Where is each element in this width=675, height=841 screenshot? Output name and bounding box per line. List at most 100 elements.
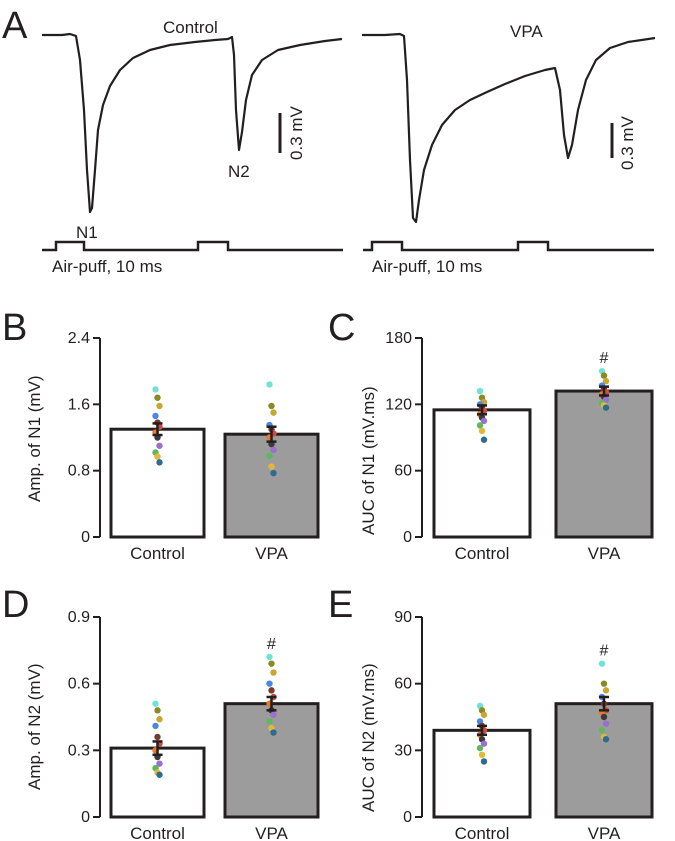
- panel-c-category-label: Control: [455, 544, 510, 563]
- control-stimulus-marker: [42, 240, 343, 252]
- panel-letter-c: C: [328, 307, 355, 349]
- panel-c-ytick-label: 120: [385, 396, 412, 413]
- panel-e-point-control: [480, 711, 488, 718]
- panel-d-point-vpa: [266, 653, 273, 661]
- panel-d-ytick-label: 0: [81, 809, 90, 826]
- panel-c-ytick-label: 180: [385, 330, 412, 347]
- panel-d-chart: D Amp. of N2 (mV) 0 0.3 0.6 0.9 Control # VPA: [2, 584, 320, 841]
- panel-d-category-label: Control: [130, 824, 185, 841]
- panel-c-point-control: [476, 422, 484, 429]
- panel-d-point-control: [152, 700, 159, 707]
- panel-d-ytick-label: 0.3: [68, 742, 90, 759]
- panel-e-point-control: [480, 758, 488, 765]
- control-scale-label: 0.3 mV: [287, 105, 306, 160]
- panel-b-point-vpa: [266, 381, 273, 388]
- vpa-trace: [362, 32, 656, 224]
- panel-c-point-vpa: [600, 372, 608, 379]
- panel-c-significance-vpa: #: [600, 350, 609, 367]
- panel-e-point-vpa: [600, 713, 608, 721]
- panel-d-point-vpa: [270, 711, 277, 718]
- panel-e-point-vpa: [602, 687, 610, 694]
- panel-e-point-vpa: [598, 660, 606, 667]
- panel-d-ytick-label: 0.9: [68, 609, 90, 626]
- panel-d-point-control: [152, 722, 159, 730]
- panel-c-bar-vpa: [554, 389, 654, 539]
- panel-e-bar-vpa: [554, 702, 654, 819]
- panel-c-ytick-label: 60: [394, 463, 412, 480]
- panel-b-point-vpa: [268, 463, 275, 470]
- panel-b-bar-vpa: [223, 432, 320, 539]
- panel-b-point-vpa: [270, 409, 277, 416]
- panel-d-point-vpa: [266, 680, 273, 687]
- panel-c-chart: C AUC of N1 (mV.ms) 0 60 120 180 Control # VPA: [328, 307, 654, 563]
- vpa-stimulus-marker: [363, 240, 654, 252]
- n2-label: N2: [228, 162, 250, 181]
- panel-e-point-control: [480, 740, 488, 747]
- panel-c-point-control: [480, 436, 488, 443]
- panel-c-ytick-label: 0: [403, 529, 412, 546]
- panel-d-point-control: [156, 760, 163, 767]
- panel-c-ylabel: AUC of N1 (mV.ms): [359, 386, 378, 535]
- vpa-scale-label: 0.3 mV: [618, 115, 637, 170]
- panel-letter-b: B: [2, 307, 27, 349]
- control-stim-label: Air-puff, 10 ms: [52, 257, 162, 276]
- panel-e-point-vpa: [600, 680, 608, 687]
- panel-b-ytick-label: 1.6: [68, 396, 90, 413]
- panel-b-point-control: [152, 386, 159, 393]
- panel-b-point-vpa: [270, 446, 277, 454]
- panel-b-ylabel: Amp. of N1 (mV): [25, 375, 44, 502]
- panel-c-point-vpa: [602, 404, 610, 411]
- panel-c-point-vpa: [602, 377, 610, 385]
- panel-letter-a: A: [2, 5, 28, 47]
- control-trace-title: Control: [163, 18, 218, 37]
- panel-e-chart: E AUC of N2 (mV.ms) 0 30 60 90 Control # VPA: [328, 584, 654, 841]
- panel-e-ytick-label: 90: [394, 609, 412, 626]
- panel-d-significance-vpa: #: [267, 636, 276, 653]
- vpa-stim-label: Air-puff, 10 ms: [372, 257, 482, 276]
- panel-d-category-label: VPA: [255, 824, 288, 841]
- panel-b-point-vpa: [270, 469, 277, 477]
- panel-e-ytick-label: 60: [394, 676, 412, 693]
- panel-b-ytick-label: 2.4: [68, 330, 90, 347]
- panel-d-point-vpa: [268, 687, 275, 694]
- panel-b-category-label: VPA: [255, 544, 288, 563]
- panel-e-point-vpa: [602, 720, 610, 727]
- vpa-trace-title: VPA: [510, 22, 543, 41]
- panel-b-point-control: [154, 394, 161, 401]
- panel-c-point-control: [480, 417, 488, 425]
- panel-c-category-label: VPA: [588, 544, 621, 563]
- panel-d-point-vpa: [266, 718, 273, 725]
- panel-e-ytick-label: 0: [403, 809, 412, 826]
- panel-b-point-vpa: [266, 452, 273, 459]
- panel-b-point-control: [156, 442, 163, 449]
- panel-c-point-control: [476, 387, 484, 395]
- panel-e-point-control: [478, 751, 486, 758]
- panel-e-significance-vpa: #: [600, 643, 609, 660]
- panel-letter-d: D: [2, 584, 29, 626]
- panel-b-chart: B Amp. of N1 (mV) 0 0.8 1.6 2.4 Control VPA: [2, 307, 320, 563]
- panel-d-point-vpa: [268, 660, 275, 667]
- panel-letter-e: E: [328, 584, 353, 626]
- panel-d-ylabel: Amp. of N2 (mV): [25, 663, 44, 790]
- panel-c-point-control: [478, 427, 486, 435]
- panel-d-point-vpa: [270, 669, 277, 676]
- panel-b-point-control: [154, 453, 161, 460]
- panel-d-point-control: [154, 733, 161, 741]
- panel-d-point-control: [156, 716, 163, 723]
- n1-label: N1: [76, 223, 98, 242]
- control-trace: [42, 32, 343, 214]
- panel-b-point-control: [156, 402, 163, 410]
- panel-e-ytick-label: 30: [394, 742, 412, 759]
- panel-b-category-label: Control: [130, 544, 185, 563]
- panel-e-point-vpa: [602, 736, 610, 743]
- panel-e-point-vpa: [598, 727, 606, 734]
- panel-b-point-vpa: [268, 402, 275, 410]
- panel-d-ytick-label: 0.6: [68, 676, 90, 693]
- panel-b-point-control: [156, 459, 163, 466]
- panel-e-ylabel: AUC of N2 (mV.ms): [359, 663, 378, 812]
- panel-e-point-control: [476, 744, 484, 752]
- panel-d-point-vpa: [270, 729, 277, 736]
- panel-d-point-control: [156, 771, 163, 778]
